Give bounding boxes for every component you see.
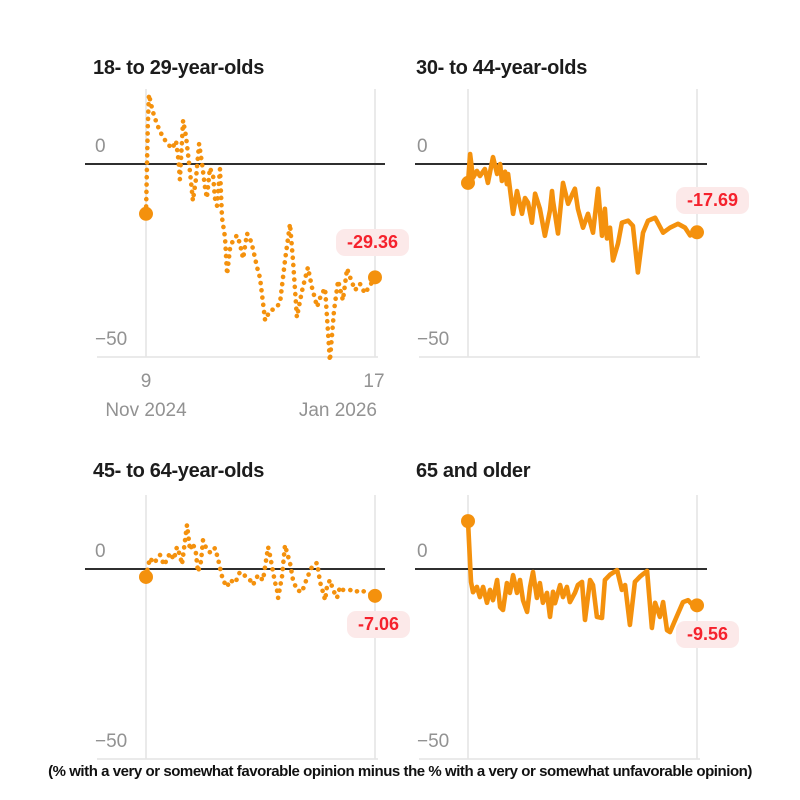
end-value-badge-30-44: -17.69	[676, 187, 750, 214]
y-tick-minus50-panel4: −50	[417, 731, 450, 752]
x-tick-day-start: 9	[140, 371, 152, 392]
y-tick-zero-panel1: 0	[95, 136, 106, 157]
y-tick-minus50-panel2: −50	[417, 329, 450, 350]
end-value-badge-18-29: -29.36	[336, 229, 410, 256]
x-tick-day-end: 17	[363, 371, 385, 392]
panel-title-65-up: 65 and older	[416, 460, 531, 482]
end-value-badge-45-64: -7.06	[347, 611, 411, 638]
y-tick-minus50-panel3: −50	[95, 731, 128, 752]
y-tick-minus50-panel1: −50	[95, 329, 128, 350]
y-tick-zero-panel2: 0	[417, 136, 428, 157]
panel-title-45-64: 45- to 64-year-olds	[93, 460, 265, 482]
end-value-badge-65-up: -9.56	[676, 621, 740, 648]
y-tick-zero-panel3: 0	[95, 541, 106, 562]
panel-title-18-29: 18- to 29-year-olds	[93, 57, 265, 79]
x-tick-month-end: Jan 2026	[298, 400, 377, 421]
panel-title-30-44: 30- to 44-year-olds	[416, 57, 588, 79]
x-tick-month-start: Nov 2024	[105, 400, 187, 421]
footnote-caption: (% with a very or somewhat favorable opi…	[48, 763, 752, 780]
y-tick-zero-panel4: 0	[417, 541, 428, 562]
